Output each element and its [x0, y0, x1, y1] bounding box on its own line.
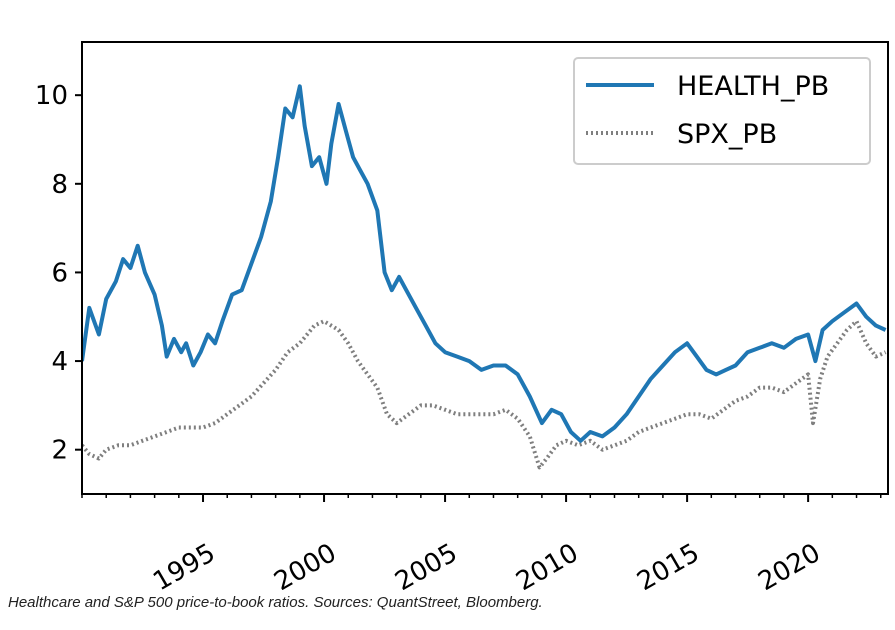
- line-chart: 2 4 6 8 10 1995 2000 2005 2010 2015 2020 HEALTH_P…: [35, 41, 889, 590]
- figure-caption: Healthcare and S&P 500 price-to-book rat…: [8, 594, 543, 611]
- y-tick-label: 10: [35, 81, 68, 111]
- x-axis: 1995 2000 2005 2010 2015 2020: [81, 494, 882, 590]
- x-tick-label: 2010: [511, 538, 583, 590]
- y-tick-label: 4: [51, 347, 68, 377]
- y-tick-label: 8: [51, 170, 68, 200]
- y-tick-label: 6: [51, 258, 68, 288]
- x-tick-label: 2020: [753, 538, 825, 590]
- x-tick-label: 2000: [269, 538, 341, 590]
- x-tick-label: 2015: [632, 538, 704, 590]
- series-group: [82, 84, 887, 470]
- x-tick-label: 1995: [148, 538, 220, 590]
- x-tick-label: 2005: [390, 538, 462, 590]
- legend: HEALTH_PB SPX_PB: [573, 57, 871, 165]
- series-line-health-pb: [82, 84, 887, 443]
- y-tick-label: 2: [51, 436, 68, 466]
- y-axis: 2 4 6 8 10: [35, 81, 82, 466]
- plot-area: [82, 84, 887, 470]
- legend-label: SPX_PB: [677, 119, 777, 150]
- legend-label: HEALTH_PB: [677, 71, 829, 102]
- axes-frame: [81, 41, 889, 495]
